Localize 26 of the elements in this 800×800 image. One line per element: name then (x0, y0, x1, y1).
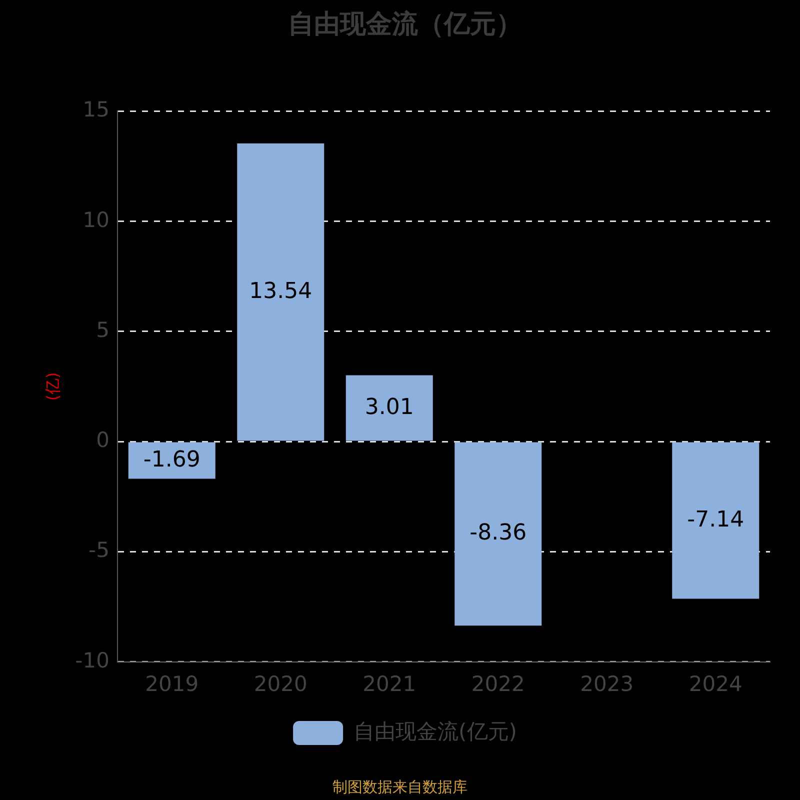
bar (237, 143, 324, 441)
data-label: -7.14 (687, 507, 744, 532)
y-axis-title: (亿) (42, 372, 62, 401)
x-tick-label: 2019 (145, 672, 199, 696)
y-tick-label: 5 (96, 318, 110, 342)
x-tick-label: 2020 (254, 672, 308, 696)
data-label: -8.36 (470, 520, 527, 546)
x-tick-label: 2021 (362, 672, 416, 696)
y-tick-label: 0 (96, 428, 110, 452)
data-label: -1.69 (143, 447, 200, 472)
legend-label: 自由现金流(亿元) (354, 719, 517, 744)
y-tick-label: -5 (88, 538, 110, 562)
bar (346, 375, 433, 441)
chart-title: 自由现金流（亿元） (288, 9, 522, 40)
y-tick-label: 10 (82, 208, 110, 232)
bar (454, 442, 542, 626)
y-tick-label: 15 (82, 98, 110, 122)
bar (128, 442, 216, 479)
y-tick-label: -10 (75, 648, 110, 672)
x-tick-label: 2022 (471, 672, 525, 696)
x-tick-label: 2023 (580, 672, 634, 696)
x-tick-label: 2024 (688, 672, 742, 696)
data-label: 3.01 (364, 394, 414, 420)
text: 制图数据来自数据库 (332, 778, 468, 797)
bar (672, 442, 760, 599)
data-label: 13.54 (249, 278, 312, 304)
